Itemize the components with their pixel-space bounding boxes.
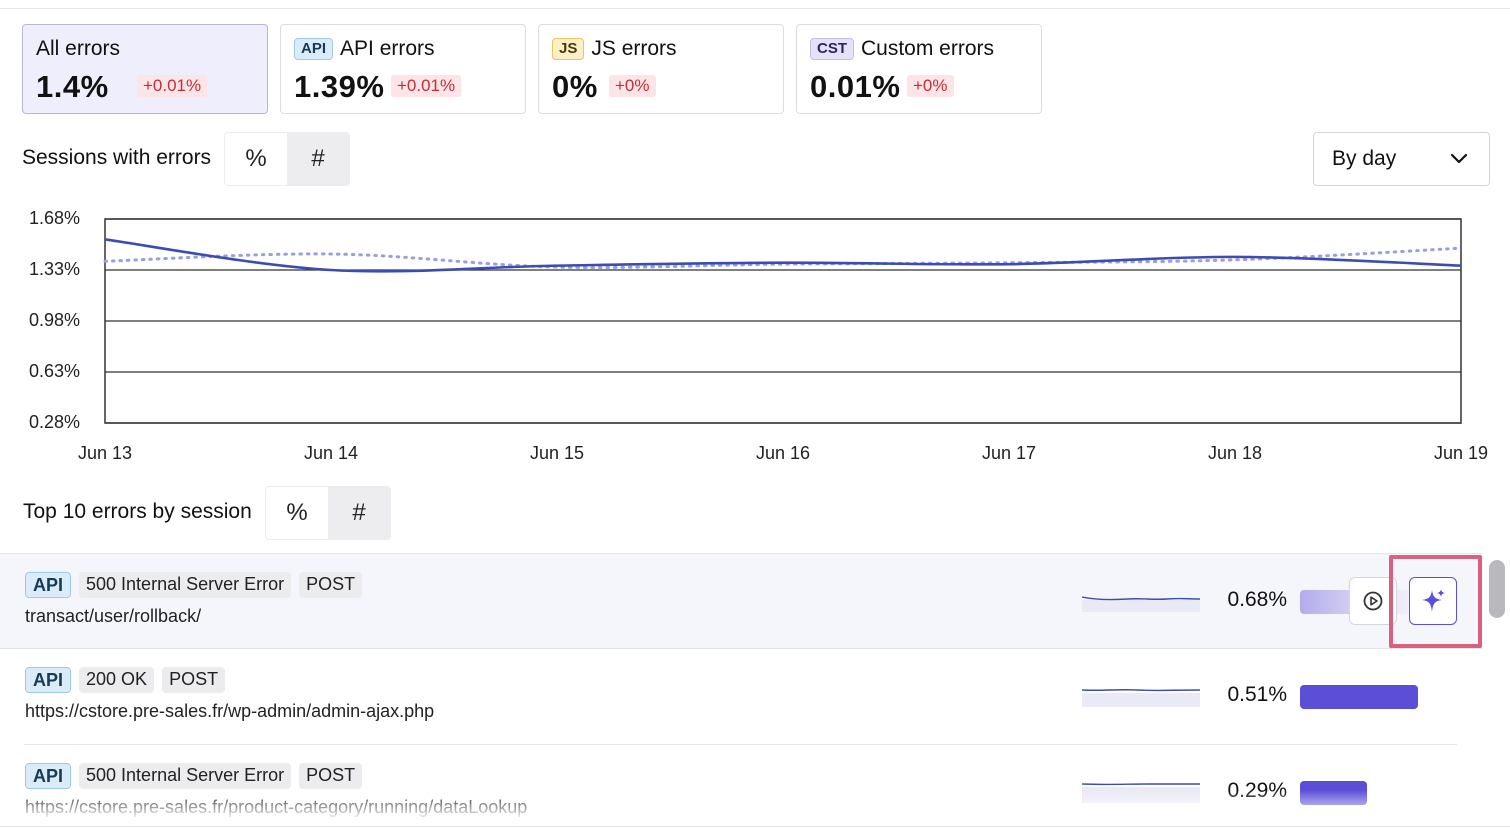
top-divider (0, 8, 1510, 9)
sessions-with-errors-label: Sessions with errors (22, 146, 212, 169)
card-all-errors[interactable]: All errors 1.4% +0.01% (22, 24, 268, 114)
card-title: Custom errors (861, 37, 995, 60)
error-url: https://cstore.pre-sales.fr/product-cate… (25, 797, 528, 817)
card-title: JS errors (591, 37, 677, 60)
error-row[interactable]: API 200 OK POST https://cstore.pre-sales… (0, 649, 1482, 745)
sessions-metric-toggle: % # (224, 132, 350, 186)
status-badge: 200 OK (79, 667, 155, 693)
chart-x-tick-label: Jun 16 (755, 443, 811, 463)
status-badge: 500 Internal Server Error (79, 763, 292, 789)
card-title: API errors (340, 37, 435, 60)
api-tag: API (294, 38, 334, 60)
error-share-bar (1300, 781, 1368, 805)
chart-x-tick-label: Jun 19 (1433, 443, 1489, 463)
toggle-count-button[interactable]: # (287, 133, 349, 185)
toggle-percent-button[interactable]: % (266, 487, 328, 539)
list-scrollbar[interactable] (1489, 560, 1505, 618)
play-circle-icon (1363, 591, 1383, 611)
cst-tag: CST (810, 38, 854, 60)
chevron-down-icon (1450, 153, 1468, 164)
bottom-divider (0, 826, 1510, 827)
error-percent: 0.68% (1227, 588, 1287, 611)
card-delta-badge: +0.01% (137, 75, 208, 97)
chart-x-tick-label: Jun 17 (981, 443, 1037, 463)
error-share-bar (1300, 685, 1418, 709)
error-sparkline (1082, 596, 1200, 612)
error-url: transact/user/rollback/ (25, 606, 202, 626)
chart-y-tick-label: 1.33% (28, 259, 80, 279)
card-value: 1.4% (36, 69, 109, 104)
js-tag: JS (552, 38, 585, 60)
card-js-errors[interactable]: JS JS errors 0% +0% (538, 24, 784, 114)
error-sparkline (1082, 689, 1200, 707)
error-row[interactable]: API 500 Internal Server Error POST https… (0, 745, 1482, 828)
sparkle-icon (1422, 589, 1445, 612)
error-percent: 0.29% (1227, 779, 1287, 802)
card-title: All errors (36, 37, 121, 60)
card-delta-badge: +0% (907, 75, 954, 97)
granularity-selected: By day (1332, 147, 1397, 170)
chart-y-tick-label: 1.68% (28, 208, 80, 228)
card-api-errors[interactable]: API API errors 1.39% +0.01% (280, 24, 526, 114)
sessions-error-chart (103, 218, 1463, 424)
card-value: 0% (552, 69, 598, 104)
play-session-button[interactable] (1349, 577, 1397, 625)
toggle-percent-button[interactable]: % (225, 133, 287, 185)
chart-y-tick-label: 0.63% (28, 361, 80, 381)
card-delta-badge: +0% (609, 75, 656, 97)
error-url: https://cstore.pre-sales.fr/wp-admin/adm… (25, 701, 435, 721)
chart-x-tick-label: Jun 13 (77, 443, 133, 463)
method-badge: POST (299, 763, 363, 789)
ai-analyze-button[interactable] (1409, 577, 1457, 625)
error-percent: 0.51% (1227, 683, 1287, 706)
chart-series-line-current (104, 238, 1462, 273)
chart-x-tick-label: Jun 18 (1207, 443, 1263, 463)
granularity-dropdown[interactable]: By day (1313, 132, 1490, 186)
row-divider (24, 744, 1457, 745)
method-badge: POST (299, 572, 363, 598)
error-sparkline (1082, 783, 1200, 803)
card-value: 1.39% (294, 69, 385, 104)
chart-x-tick-label: Jun 15 (529, 443, 585, 463)
toggle-count-button[interactable]: # (328, 487, 390, 539)
chart-y-tick-label: 0.98% (28, 310, 80, 330)
type-badge: API (25, 572, 72, 598)
top-errors-metric-toggle: % # (265, 486, 391, 540)
type-badge: API (25, 763, 72, 789)
error-row[interactable]: API 500 Internal Server Error POST trans… (0, 553, 1482, 649)
card-delta-badge: +0.01% (391, 75, 462, 97)
type-badge: API (25, 667, 72, 693)
card-value: 0.01% (810, 69, 901, 104)
top-errors-label: Top 10 errors by session (23, 500, 252, 523)
method-badge: POST (162, 667, 226, 693)
status-badge: 500 Internal Server Error (79, 572, 292, 598)
chart-x-tick-label: Jun 14 (303, 443, 359, 463)
card-custom-errors[interactable]: CST Custom errors 0.01% +0% (796, 24, 1042, 114)
chart-y-tick-label: 0.28% (28, 412, 80, 432)
chart-series-line-comparison (103, 246, 1463, 270)
